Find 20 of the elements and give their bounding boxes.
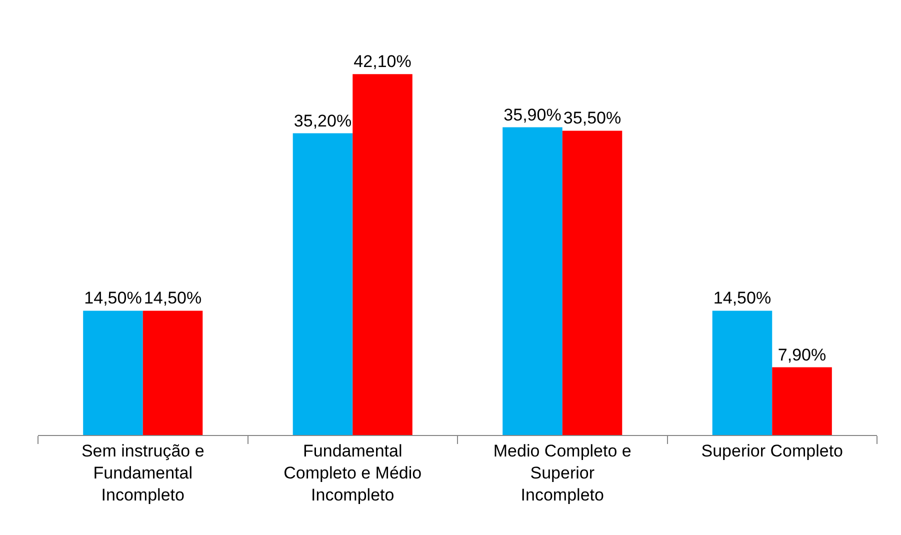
bar (502, 127, 562, 435)
bar (142, 310, 203, 435)
data-label: 14,50% (713, 288, 772, 308)
bar (292, 133, 353, 435)
x-tick-label: Superior Completo (701, 441, 844, 460)
bar (562, 130, 622, 435)
x-tick-label: Sem instrução e Fundamental Incompleto (81, 441, 204, 505)
data-label: 14,50% (84, 288, 142, 308)
data-label: 35,90% (504, 105, 562, 124)
x-tick-label: Medio Completo e Superior Incompleto (493, 441, 632, 505)
data-label: 35,20% (294, 111, 352, 130)
data-label: 7,90% (778, 345, 826, 364)
data-label: 14,50% (144, 288, 202, 308)
bar (352, 74, 412, 435)
data-label: 35,50% (563, 108, 622, 128)
bar (712, 310, 772, 435)
bar (772, 367, 832, 435)
x-tick-label: Fundamental Completo e Médio Incompleto (284, 441, 422, 505)
bar (83, 310, 143, 435)
data-label: 42,10% (354, 52, 412, 72)
